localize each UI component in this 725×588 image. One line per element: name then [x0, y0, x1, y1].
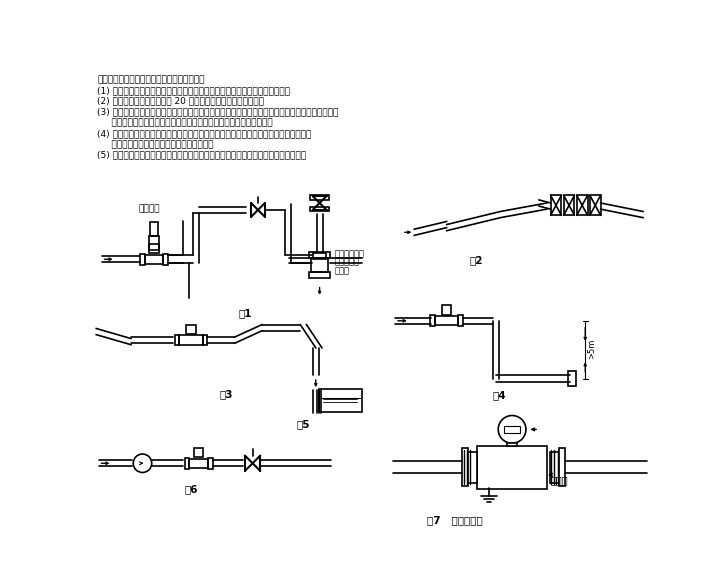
Bar	[550, 195, 561, 215]
Text: (3) 零点跟踪：为保证精度，需要进行零点跟踪。电磁流量计的测量管充满液体并确定液体静止后，: (3) 零点跟踪：为保证精度，需要进行零点跟踪。电磁流量计的测量管充满液体并确定…	[97, 108, 339, 116]
Bar	[550, 452, 559, 483]
Text: 变送器: 变送器	[550, 475, 568, 485]
Bar	[568, 371, 576, 386]
Text: (1) 安装检查：检查管线安装是否正确，各连线是否正确可靠，特别是接地线。: (1) 安装检查：检查管线安装是否正确，各连线是否正确可靠，特别是接地线。	[97, 86, 290, 95]
Bar	[435, 316, 458, 325]
Text: 图2: 图2	[470, 255, 484, 265]
Bar	[563, 195, 574, 215]
Bar	[150, 222, 158, 236]
Text: 容易产生介质: 容易产生介质	[335, 249, 365, 258]
Bar	[202, 335, 207, 346]
Text: 非满管一错: 非满管一错	[335, 258, 360, 267]
Bar	[313, 253, 326, 259]
Bar	[309, 272, 331, 278]
Bar	[149, 236, 160, 250]
Bar	[175, 335, 180, 346]
Bar	[458, 315, 463, 326]
Bar	[577, 195, 587, 215]
Text: 图6: 图6	[185, 484, 199, 494]
Text: (2) 通电预热：通电后，预热 20 分钟，仪表一般就能正常测量。: (2) 通电预热：通电后，预热 20 分钟，仪表一般就能正常测量。	[97, 97, 264, 106]
Text: 图7   接地示意图: 图7 接地示意图	[427, 516, 483, 526]
Text: 误安装: 误安装	[335, 266, 350, 275]
Text: 图5: 图5	[297, 419, 310, 429]
Text: 图1: 图1	[239, 308, 252, 318]
Bar	[505, 426, 520, 433]
Bar	[468, 452, 478, 483]
Bar	[310, 207, 329, 212]
Bar	[145, 255, 163, 264]
Bar	[180, 335, 202, 345]
Text: (5) 根据介质粘附程度，应定期清理流量计内壁和电极，并注意勿使衬里与电极受损。: (5) 根据介质粘附程度，应定期清理流量计内壁和电极，并注意勿使衬里与电极受损。	[97, 151, 306, 159]
Text: (4) 参数设定：用户根据使用需要，可做必要的参数设定。但随意改动各种出厂设定值，: (4) 参数设定：用户根据使用需要，可做必要的参数设定。但随意改动各种出厂设定值…	[97, 129, 312, 138]
Bar	[559, 448, 566, 486]
Text: 图4: 图4	[493, 390, 507, 400]
Text: 流量计安装后，一般经以下步骤可正式使用。: 流量计安装后，一般经以下步骤可正式使用。	[97, 75, 204, 84]
Bar	[311, 258, 328, 272]
Bar	[442, 305, 451, 315]
Bar	[431, 315, 435, 326]
Bar	[462, 448, 468, 486]
Bar	[149, 244, 159, 253]
Bar	[309, 252, 331, 258]
Bar	[319, 389, 362, 412]
Bar	[208, 458, 212, 469]
Text: 就可以进行零点校准，然后保存（确认）。根据现场具体情况来定。: 就可以进行零点校准，然后保存（确认）。根据现场具体情况来定。	[97, 118, 273, 127]
Bar	[590, 195, 600, 215]
Bar	[140, 254, 145, 265]
Bar	[194, 448, 203, 457]
Bar	[478, 446, 547, 489]
Bar	[186, 325, 196, 334]
Bar	[185, 458, 189, 469]
Text: 有可能造成仪表测量误差或不能正常工作。: 有可能造成仪表测量误差或不能正常工作。	[97, 140, 214, 149]
Bar	[310, 195, 329, 200]
Text: 图3: 图3	[220, 389, 233, 399]
Bar	[189, 459, 208, 468]
Text: >5m: >5m	[587, 339, 597, 359]
Text: 正确安装: 正确安装	[138, 204, 160, 213]
Bar	[163, 254, 168, 265]
Bar	[507, 443, 517, 446]
